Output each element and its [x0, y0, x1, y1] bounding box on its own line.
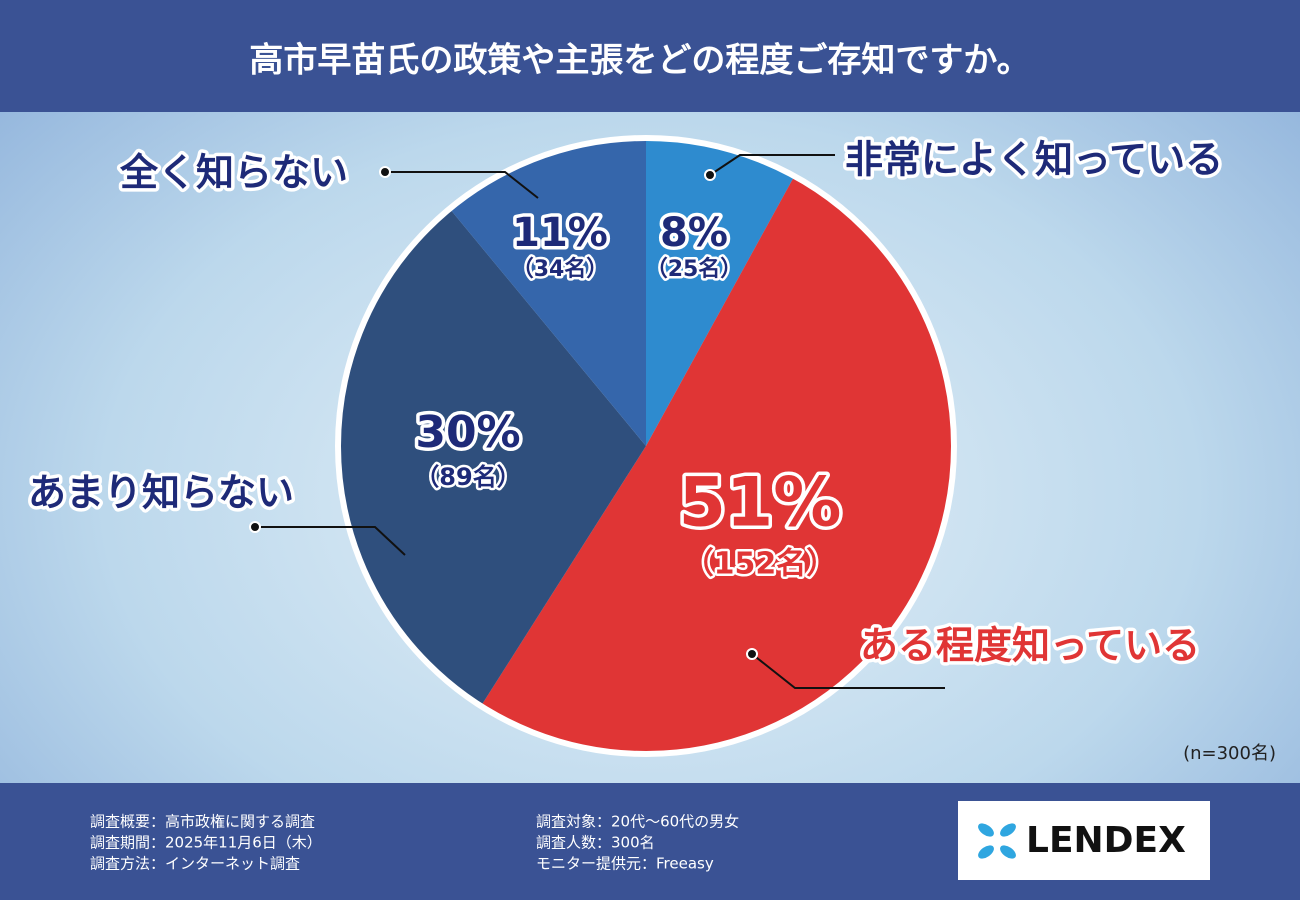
count-label: （34名）	[512, 256, 609, 282]
value-label: 30%	[415, 407, 520, 458]
count-label: （25名）	[646, 256, 743, 282]
header-band	[0, 0, 1300, 112]
leader-line	[709, 154, 835, 176]
count-label: （152名）	[684, 547, 837, 582]
logo-text: LENDEX	[1026, 820, 1186, 861]
sample-note: (n=300名)	[1183, 743, 1276, 764]
value-label: 11%	[512, 210, 608, 256]
value-label: 51%	[679, 464, 842, 543]
pie-slice	[337, 208, 646, 707]
category-label: 全く知らない	[119, 151, 348, 195]
pie	[335, 135, 957, 757]
pie-slice	[646, 138, 795, 446]
logo-box	[958, 801, 1210, 880]
category-label: ある程度知っている	[860, 624, 1200, 668]
leader-dot	[746, 648, 758, 660]
leader-line	[255, 526, 406, 556]
chart-title: 高市早苗氏の政策や主張をどの程度ご存知ですか。	[249, 41, 1030, 81]
footer-text: 調査人数：300名	[536, 834, 655, 852]
leader-line	[385, 171, 539, 199]
footer-text: モニター提供元：Freeasy	[536, 855, 714, 873]
count-label: （89名）	[415, 463, 520, 491]
category-label: 非常によく知っている	[845, 138, 1223, 182]
leader-dot	[704, 169, 716, 181]
pie-border	[335, 135, 957, 757]
leader-dot	[379, 166, 391, 178]
category-label: あまり知らない	[28, 471, 294, 515]
pie-slice	[449, 138, 646, 446]
value-label: 8%	[660, 210, 728, 256]
footer-text: 調査対象：20代〜60代の男女	[536, 813, 739, 831]
footer-text: 調査方法：インターネット調査	[90, 855, 300, 873]
leader-line	[751, 653, 945, 689]
pie-slice	[480, 176, 955, 755]
logo-icon	[978, 823, 1016, 859]
leader-dot	[249, 521, 261, 533]
footer-text: 調査期間：2025年11月6日（木）	[90, 834, 322, 852]
footer-text: 調査概要：高市政権に関する調査	[90, 813, 315, 831]
